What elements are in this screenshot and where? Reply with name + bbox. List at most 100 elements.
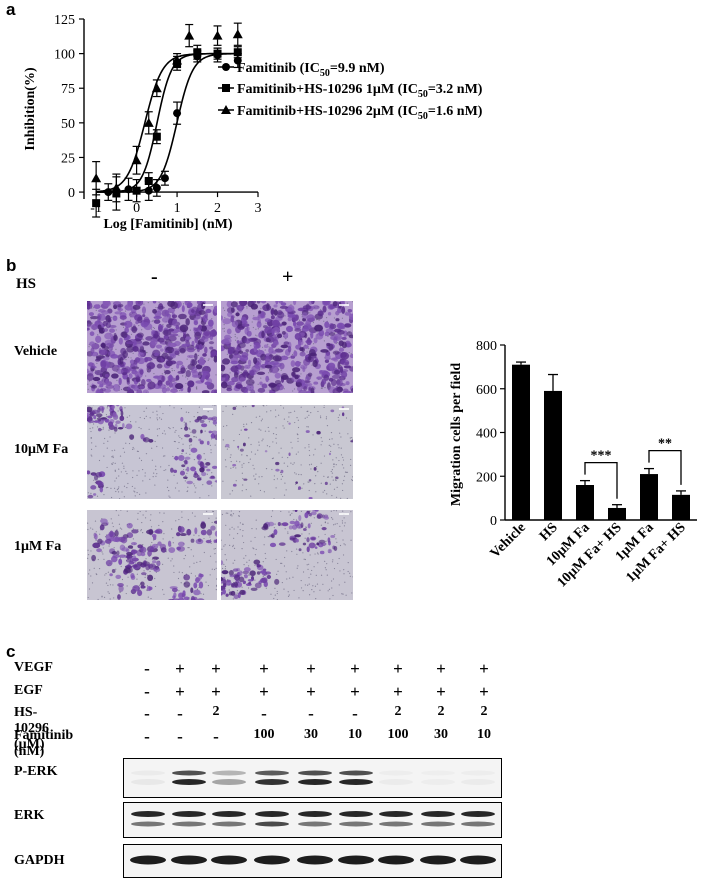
blot-band xyxy=(298,770,332,776)
condition-cell: + xyxy=(306,682,316,701)
blot-band xyxy=(421,771,455,776)
condition-cell: + xyxy=(436,682,446,701)
row-label-10um-fa: 10μM Fa xyxy=(14,442,69,457)
bar xyxy=(672,494,690,520)
data-point xyxy=(111,182,122,192)
data-point xyxy=(152,132,161,141)
legend-label: Famitinib+HS-10296 2μM (IC50=1.6 nM) xyxy=(237,104,483,122)
condition-cell: 2 xyxy=(480,704,488,719)
data-point xyxy=(232,29,243,39)
blot-band xyxy=(339,779,373,785)
condition-cell: 30 xyxy=(304,727,318,742)
blot-band xyxy=(172,770,206,776)
condition-cell: 10 xyxy=(348,727,362,742)
data-point xyxy=(152,183,161,192)
condition-cell: 10 xyxy=(477,727,491,742)
legend-label: Famitinib+HS-10296 1μM (IC50=3.2 nM) xyxy=(237,82,483,100)
blot-band xyxy=(339,770,373,776)
y-tick-label: 200 xyxy=(476,470,497,485)
panel-b-letter: b xyxy=(6,256,17,275)
x-tick-label: 3 xyxy=(255,201,262,216)
blot-band xyxy=(339,821,373,827)
condition-cell: - xyxy=(177,704,183,723)
blot-band xyxy=(172,821,206,827)
western-blot-erk xyxy=(123,802,502,838)
blot-band xyxy=(130,855,166,865)
condition-cell: 100 xyxy=(253,727,275,742)
x-axis-label: Log [Famitinib] (nM) xyxy=(103,217,232,232)
legend-entry: Famitinib+HS-10296 1μM (IC50=3.2 nM) xyxy=(218,82,483,100)
blot-band xyxy=(379,771,413,776)
blot-band xyxy=(421,811,455,817)
blot-band xyxy=(211,855,247,865)
blot-band xyxy=(131,821,165,827)
condition-label: Famitinib (nM) xyxy=(14,728,74,759)
data-point xyxy=(193,48,202,57)
blot-label-gapdh: GAPDH xyxy=(14,853,65,868)
blot-band xyxy=(212,779,246,785)
micrograph-1um-fa-plus xyxy=(221,510,353,600)
column-minus-label: - xyxy=(151,266,158,288)
significance-label: ** xyxy=(658,437,672,452)
condition-cell: - xyxy=(261,704,267,723)
blot-band xyxy=(461,811,495,817)
blot-band xyxy=(421,779,455,785)
micrograph-10um-fa-minus xyxy=(87,405,217,499)
blot-label-p-erk: P-ERK xyxy=(14,764,58,779)
y-axis-label: Inhibition(%) xyxy=(23,67,38,151)
western-blot-p-erk xyxy=(123,758,502,798)
blot-band xyxy=(255,779,289,785)
row-label-1um-fa: 1μM Fa xyxy=(14,539,62,554)
blot-band xyxy=(460,855,496,865)
condition-cell: + xyxy=(479,659,489,678)
data-point xyxy=(91,173,102,183)
blot-band xyxy=(131,779,165,785)
condition-label: HS-10296 (μM) xyxy=(14,705,49,752)
significance-bracket xyxy=(648,449,682,485)
data-point xyxy=(212,30,223,40)
data-point xyxy=(151,83,162,93)
blot-band xyxy=(212,811,246,817)
micrograph-10um-fa-plus xyxy=(221,405,353,499)
row-label-vehicle: Vehicle xyxy=(14,344,58,359)
condition-cell: + xyxy=(259,682,269,701)
condition-cell: - xyxy=(144,704,150,723)
condition-cell: + xyxy=(175,659,185,678)
condition-cell: - xyxy=(352,704,358,723)
condition-cell: + xyxy=(479,682,489,701)
blot-band xyxy=(172,811,206,817)
legend-entry: Famitinib+HS-10296 2μM (IC50=1.6 nM) xyxy=(218,104,483,122)
x-tick-label: 1 xyxy=(174,201,181,216)
fit-curve xyxy=(96,52,238,193)
blot-band xyxy=(298,821,332,827)
y-tick-label: 50 xyxy=(61,117,75,132)
legend-marker xyxy=(222,84,230,92)
y-tick-label: 75 xyxy=(61,82,75,97)
bar xyxy=(512,364,530,520)
blot-band xyxy=(255,821,289,827)
blot-band xyxy=(297,855,333,865)
condition-cell: + xyxy=(350,682,360,701)
data-point xyxy=(132,186,141,195)
data-point xyxy=(184,30,195,40)
data-point xyxy=(172,55,183,65)
data-point xyxy=(233,56,242,65)
blot-band xyxy=(255,770,289,776)
blot-band xyxy=(172,779,206,785)
significance-label: *** xyxy=(591,449,612,464)
condition-cell: + xyxy=(259,659,269,678)
micrograph-vehicle-minus xyxy=(87,301,217,393)
series-triangle xyxy=(91,22,243,203)
y-tick-label: 400 xyxy=(476,427,497,442)
blot-band xyxy=(255,811,289,817)
condition-cell: 30 xyxy=(434,727,448,742)
hs-label: HS xyxy=(16,276,37,292)
condition-cell: + xyxy=(211,682,221,701)
bar xyxy=(576,485,594,520)
condition-cell: 2 xyxy=(394,704,402,719)
legend-label: Famitinib (IC50=9.9 nM) xyxy=(237,61,385,79)
data-point xyxy=(143,117,154,127)
y-axis-label: Migration cells per field xyxy=(449,363,464,506)
x-tick-label: 2 xyxy=(214,201,221,216)
